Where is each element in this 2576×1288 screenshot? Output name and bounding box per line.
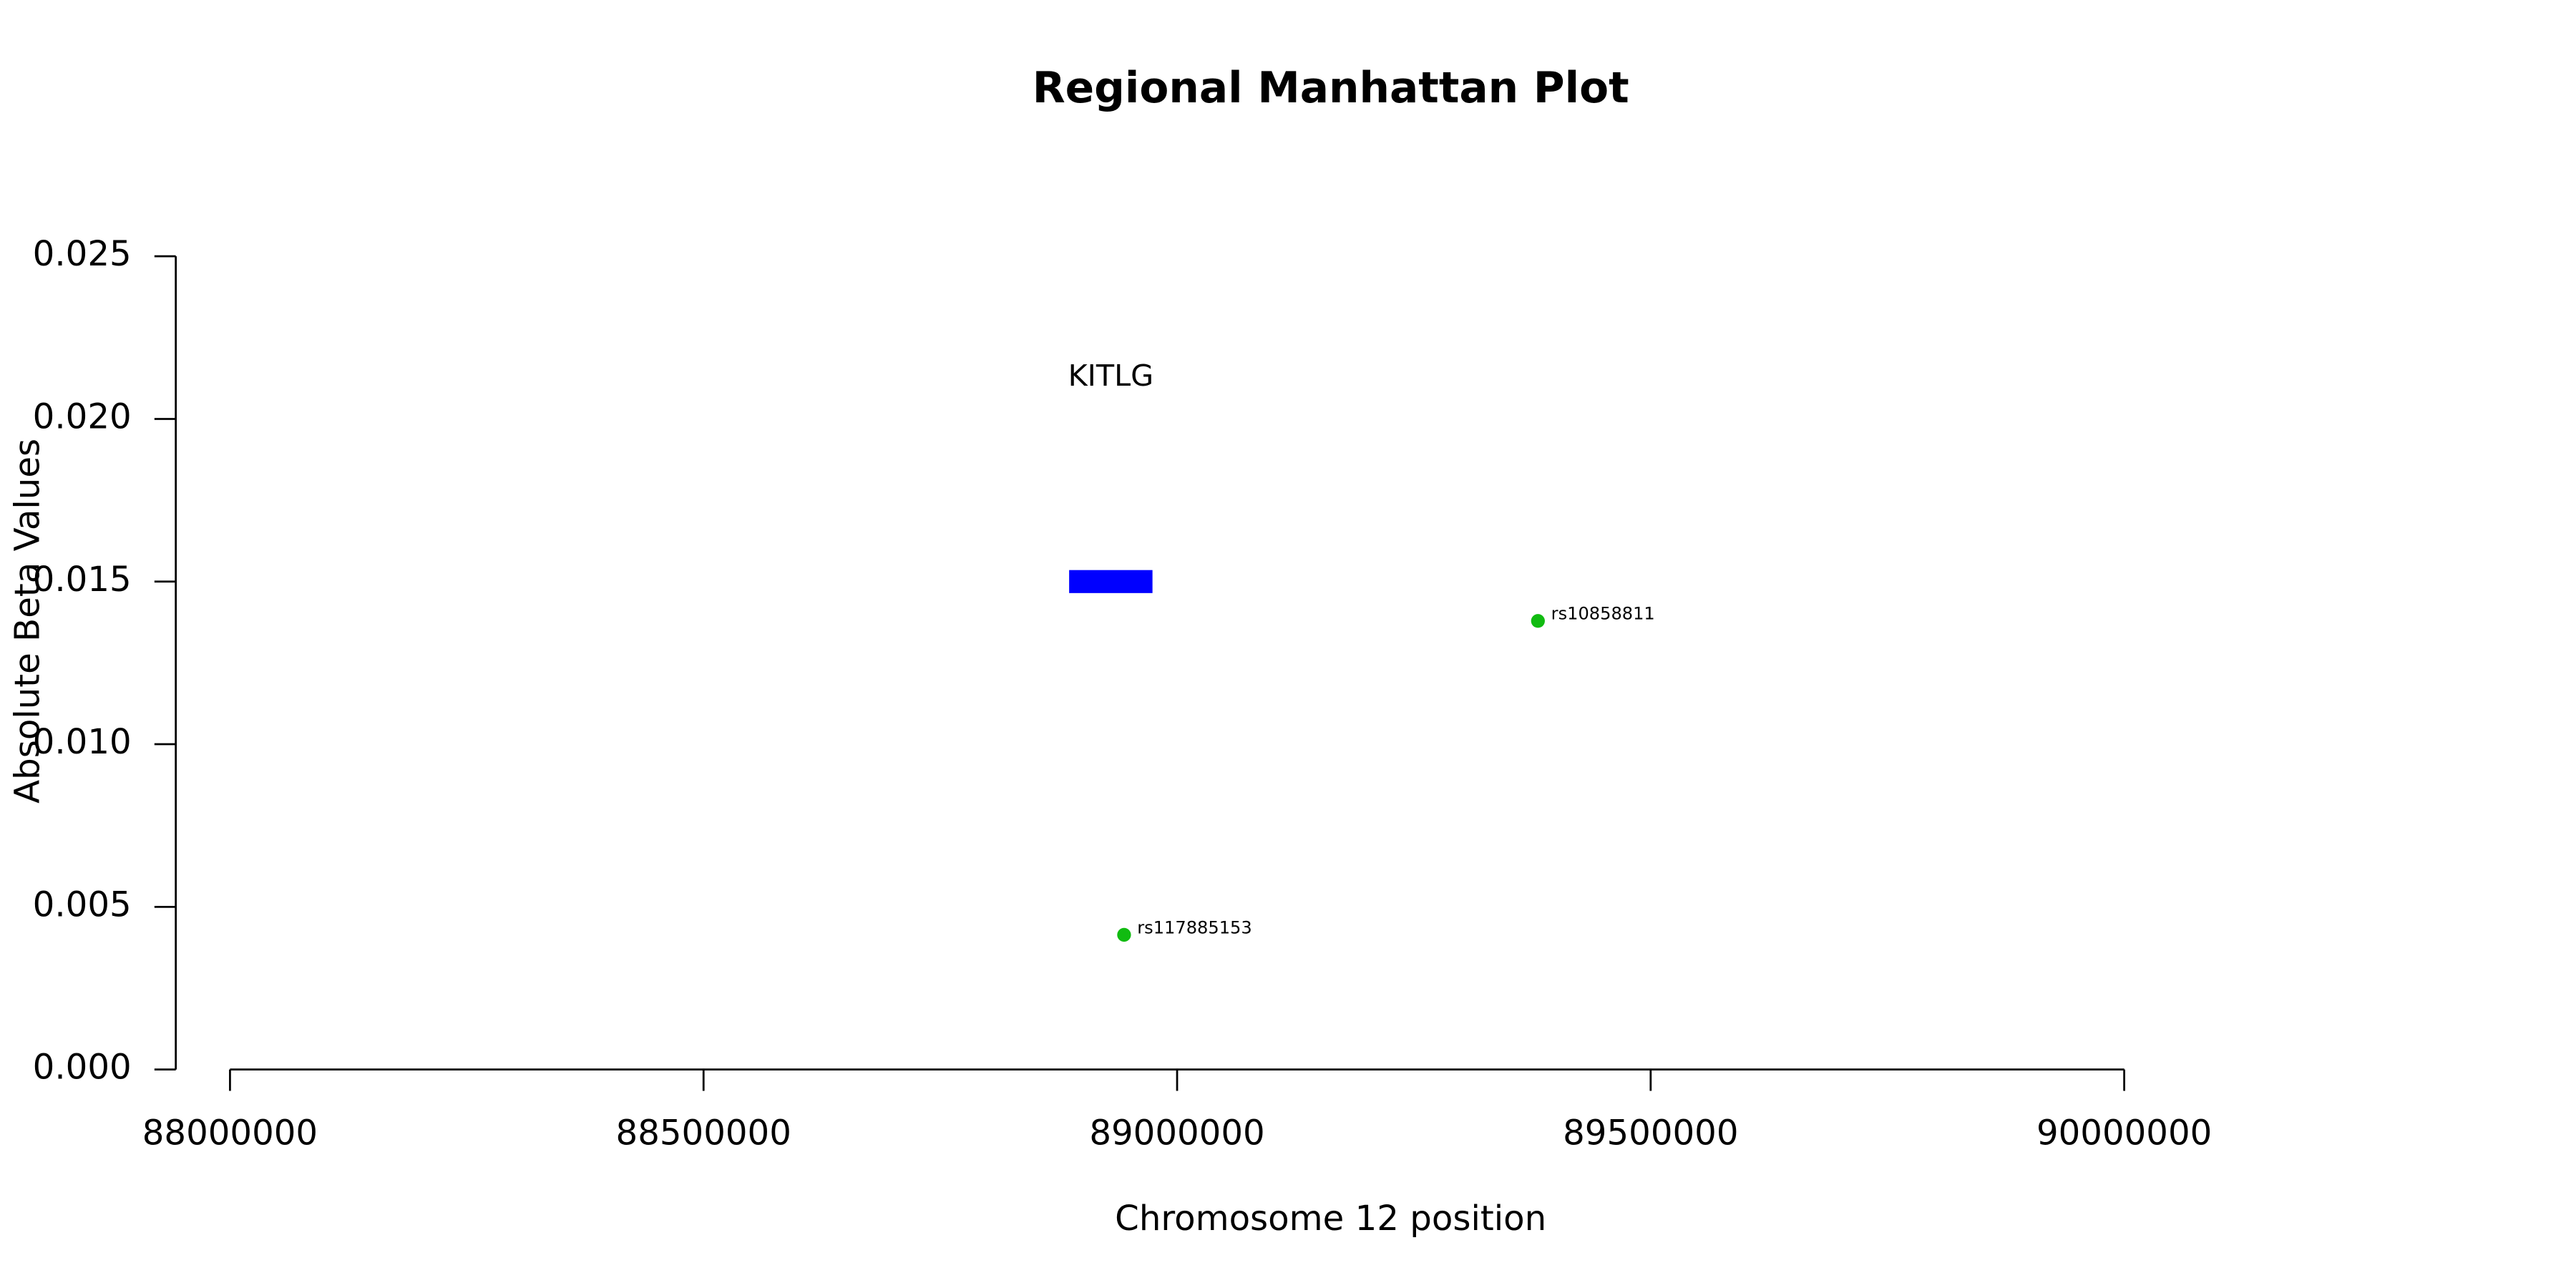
x-tick-label: 88000000 <box>142 1113 318 1153</box>
y-tick-label: 0.000 <box>33 1048 132 1088</box>
snp-point <box>1117 927 1131 942</box>
x-tick-label: 90000000 <box>2036 1113 2212 1153</box>
x-axis-title: Chromosome 12 position <box>1115 1199 1546 1239</box>
y-axis-title: Absolute Beta Values <box>7 439 47 804</box>
x-tick-label: 89000000 <box>1089 1113 1264 1153</box>
y-tick-label: 0.015 <box>33 560 132 600</box>
x-tick-label: 88500000 <box>616 1113 791 1153</box>
y-tick-label: 0.010 <box>33 722 132 762</box>
snp-point <box>1531 614 1545 628</box>
x-tick-label: 89500000 <box>1563 1113 1738 1153</box>
y-tick-label: 0.005 <box>33 884 132 924</box>
chart-title: Regional Manhattan Plot <box>1033 64 1629 113</box>
snp-label: rs117885153 <box>1137 917 1252 937</box>
y-tick-label: 0.025 <box>33 234 132 274</box>
y-tick-label: 0.020 <box>33 396 132 436</box>
gene-label: KITLG <box>1068 358 1154 393</box>
snp-label: rs10858811 <box>1551 604 1655 624</box>
gene-bar <box>1069 570 1153 593</box>
